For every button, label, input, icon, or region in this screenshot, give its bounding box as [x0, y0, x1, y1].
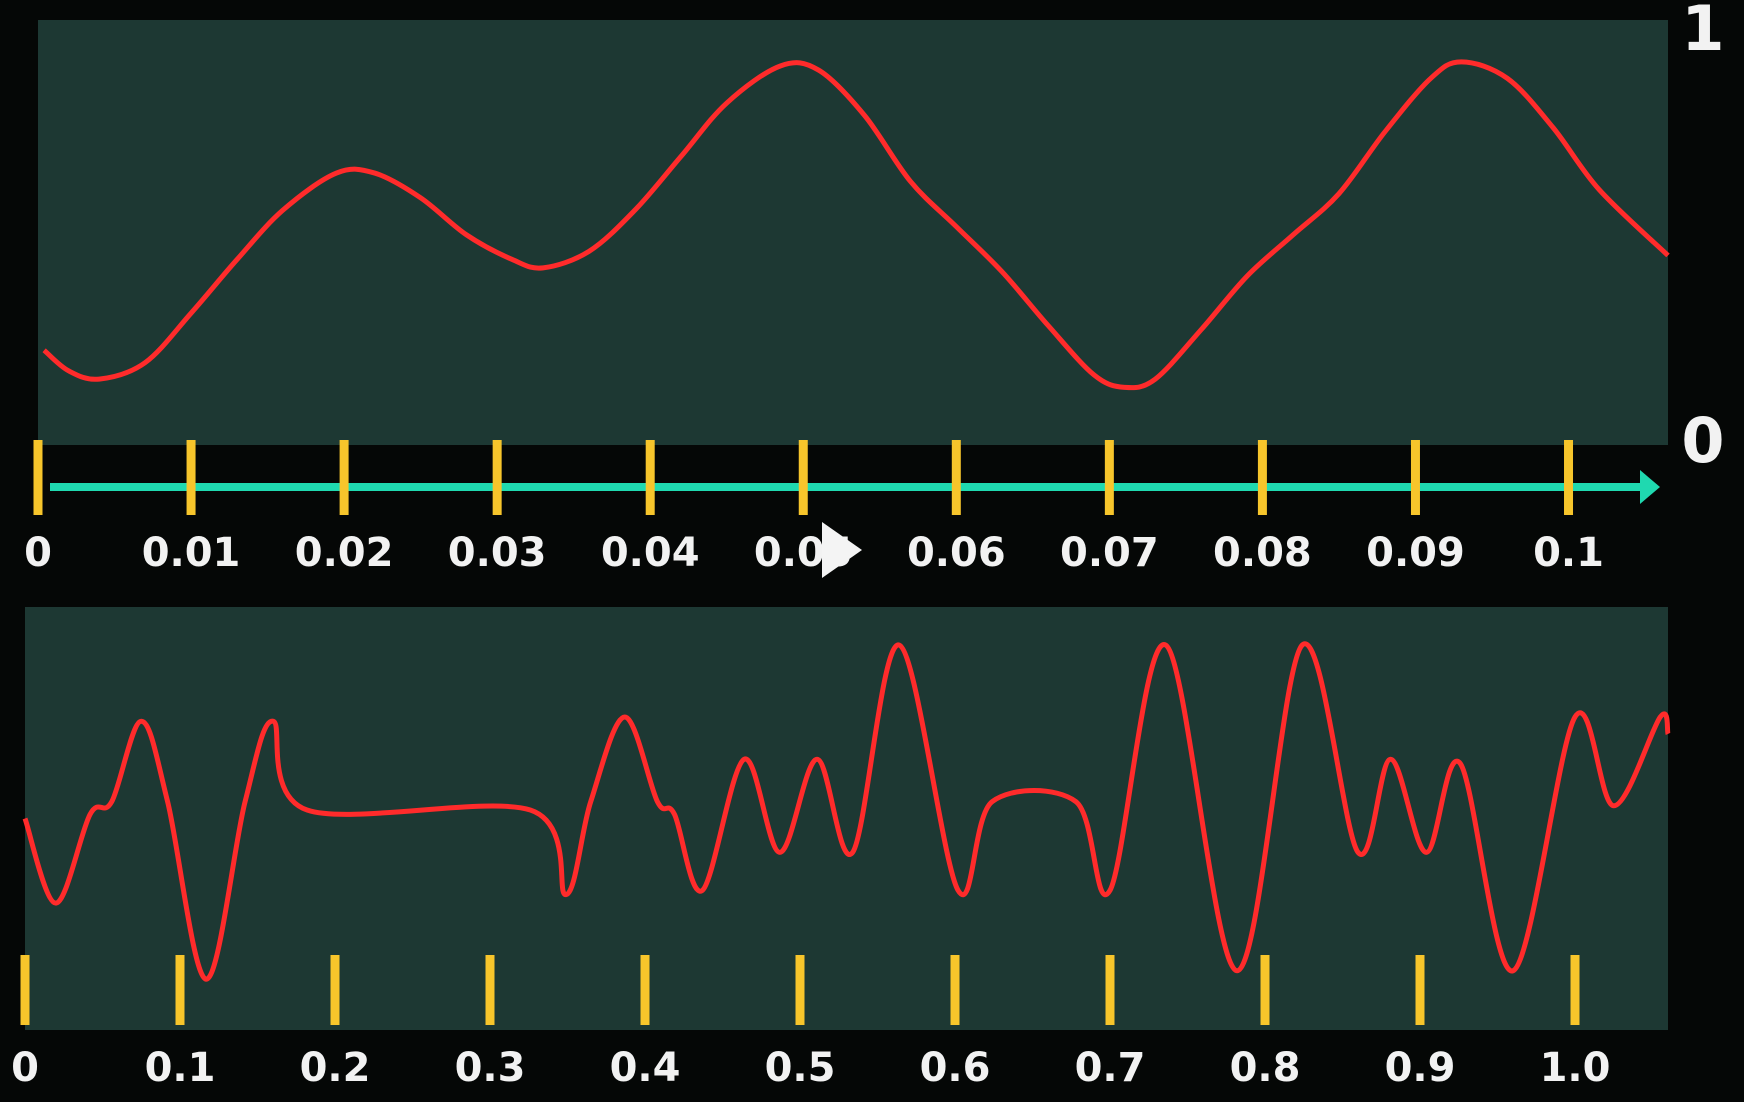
top-panel — [38, 20, 1668, 445]
x-tick-label: 0.7 — [1075, 1045, 1146, 1091]
x-tick-label: 0.01 — [142, 530, 241, 576]
wave-line — [42, 59, 1670, 391]
x-tick-label: 0 — [11, 1045, 39, 1091]
x-tick-label: 0.03 — [448, 530, 547, 576]
y-tick-label: 0 — [1681, 404, 1724, 477]
x-tick-label: 0.6 — [920, 1045, 991, 1091]
x-tick-label: 0.1 — [1533, 530, 1604, 576]
x-tick-label: 0.8 — [1230, 1045, 1301, 1091]
wave-line — [22, 641, 1671, 982]
x-tick-label: 0 — [24, 530, 52, 576]
x-tick-label: 0.02 — [295, 530, 394, 576]
play-icon[interactable] — [822, 522, 862, 578]
x-tick-label: 0.1 — [145, 1045, 216, 1091]
x-tick-label: 0.2 — [300, 1045, 371, 1091]
y-tick-label: 1 — [1681, 0, 1724, 65]
x-tick-label: 0.5 — [765, 1045, 836, 1091]
x-tick-label: 0.3 — [455, 1045, 526, 1091]
x-tick-label: 0.4 — [610, 1045, 681, 1091]
axis-arrow — [1640, 470, 1660, 504]
x-tick-label: 1.0 — [1540, 1045, 1611, 1091]
x-tick-label: 0.9 — [1385, 1045, 1456, 1091]
x-tick-label: 0.09 — [1366, 530, 1465, 576]
x-tick-label: 0.04 — [601, 530, 700, 576]
x-tick-label: 0.06 — [907, 530, 1006, 576]
x-tick-label: 0.08 — [1213, 530, 1312, 576]
x-tick-label: 0.07 — [1060, 530, 1159, 576]
bottom-panel — [25, 607, 1668, 1030]
